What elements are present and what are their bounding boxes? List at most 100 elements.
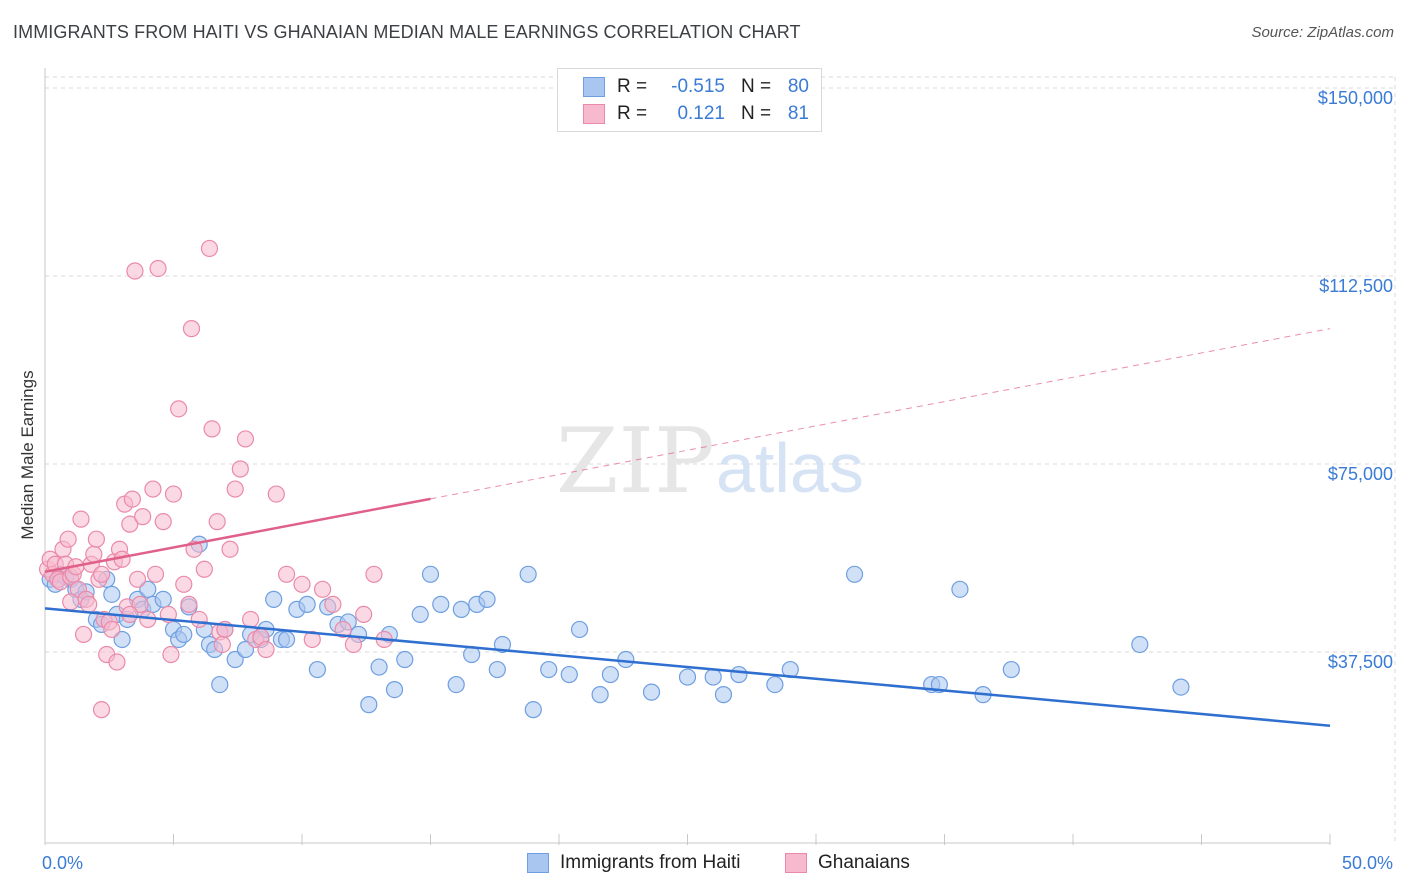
source-label: Source: ZipAtlas.com — [1251, 24, 1394, 41]
ghanaian-point — [267, 485, 285, 503]
ghanaian-point — [121, 515, 139, 533]
x-tick-labels: 0.0% 50.0% — [42, 853, 1393, 873]
ghanaian-point — [72, 510, 90, 528]
ghanaian-point — [182, 320, 201, 338]
haiti-point — [139, 580, 157, 598]
haiti-point — [1172, 678, 1190, 696]
ghanaian-point — [62, 593, 80, 611]
series-swatch-pink — [785, 853, 807, 873]
haiti-point — [570, 620, 589, 639]
ghanaian-point — [231, 460, 249, 478]
ghanaian-point — [162, 645, 180, 664]
ghanaian-point — [146, 565, 165, 583]
y-tick-label: $75,000 — [1328, 464, 1393, 484]
ghanaian-point — [324, 595, 342, 613]
legend-r-label: R = — [617, 103, 648, 124]
ghanaian-point — [226, 480, 244, 498]
haiti-point — [845, 565, 864, 583]
series-legend: Immigrants from Haiti Ghanaians — [0, 852, 1406, 876]
haiti-point — [617, 650, 635, 669]
haiti-point — [1131, 635, 1149, 654]
ghanaian-point — [303, 630, 321, 649]
haiti-point — [265, 590, 283, 608]
haiti-point — [226, 650, 244, 669]
ghanaian-point — [59, 530, 77, 548]
haiti-point — [730, 665, 748, 684]
legend-r-value: 0.121 — [677, 103, 725, 124]
haiti-point — [766, 675, 784, 694]
legend-row-ghanaians: R = 0.121 N = 81 — [583, 101, 809, 127]
haiti-point — [175, 625, 193, 644]
ghanaian-point — [164, 485, 183, 503]
series-legend-haiti: Immigrants from Haiti — [527, 852, 741, 874]
ghanaian-point — [154, 513, 172, 531]
y-tick-label: $112,500 — [1319, 276, 1393, 296]
haiti-point — [298, 595, 316, 613]
ghanaian-point — [103, 620, 121, 639]
axes — [44, 68, 1331, 845]
ghanaian-point — [131, 595, 149, 613]
y-axis-label: Median Male Earnings — [18, 370, 37, 539]
ghanaian-point — [293, 575, 311, 593]
haiti-point — [714, 686, 733, 704]
haiti-point — [396, 650, 414, 669]
haiti-point — [236, 640, 255, 659]
haiti-point — [951, 580, 969, 598]
legend-r-value: -0.515 — [671, 76, 725, 97]
ghanaian-point — [242, 610, 260, 629]
haiti-point — [601, 665, 620, 684]
correlation-legend: R = -0.515 N = 80 R = 0.121 N = 81 — [557, 68, 822, 132]
legend-row-haiti: R = -0.515 N = 80 — [583, 74, 809, 100]
ghanaian-point — [203, 420, 221, 438]
legend-n-value: 80 — [787, 76, 809, 97]
ghanaian-trend-line-dashed — [430, 328, 1331, 500]
haiti-point — [447, 675, 465, 694]
ghanaian-point — [144, 480, 162, 498]
haiti-point — [519, 565, 537, 583]
haiti-point — [421, 565, 440, 583]
ghanaian-point — [108, 653, 126, 671]
ghanaian-point — [74, 625, 93, 644]
legend-n-value: 81 — [787, 103, 809, 124]
haiti-point — [103, 585, 121, 603]
haiti-point — [1002, 660, 1020, 679]
ghanaian-point — [213, 635, 231, 654]
haiti-point — [591, 686, 609, 704]
ghanaian-point — [313, 580, 332, 598]
ghanaian-point — [221, 540, 239, 558]
haiti-point — [678, 668, 697, 686]
haiti-point — [642, 683, 661, 701]
watermark-atlas: atlas — [716, 429, 864, 507]
haiti-point — [452, 600, 470, 618]
ghanaian-point — [80, 595, 98, 613]
y-tick-label: $37,500 — [1328, 652, 1393, 672]
legend-n-label: N = — [741, 103, 772, 124]
ghanaian-point — [126, 262, 144, 280]
haiti-point — [385, 680, 404, 699]
haiti-point — [277, 630, 296, 649]
data-points — [38, 239, 1190, 719]
ghanaian-point — [134, 508, 152, 526]
ghanaian-point — [180, 595, 198, 613]
haiti-point — [488, 660, 506, 679]
ghanaian-point — [257, 640, 275, 659]
ghanaian-point — [92, 565, 111, 583]
x-tick-label: 50.0% — [1342, 853, 1393, 873]
haiti-trend-line — [44, 607, 1331, 727]
ghanaian-point — [195, 560, 213, 578]
haiti-point — [560, 665, 578, 684]
ghanaian-point — [149, 259, 167, 278]
ghanaian-point — [200, 239, 219, 258]
chart-title: IMMIGRANTS FROM HAITI VS GHANAIAN MEDIAN… — [13, 22, 801, 42]
haiti-point — [370, 658, 388, 676]
haiti-point — [360, 696, 378, 714]
ghanaian-point — [334, 620, 352, 639]
ghanaian-point — [208, 513, 226, 531]
haiti-point — [411, 605, 429, 624]
ghanaian-point — [175, 575, 193, 593]
ghanaian-point — [355, 605, 373, 624]
watermark: ZIP atlas — [556, 409, 864, 514]
haiti-point — [524, 701, 542, 719]
series-legend-label: Immigrants from Haiti — [560, 852, 741, 873]
